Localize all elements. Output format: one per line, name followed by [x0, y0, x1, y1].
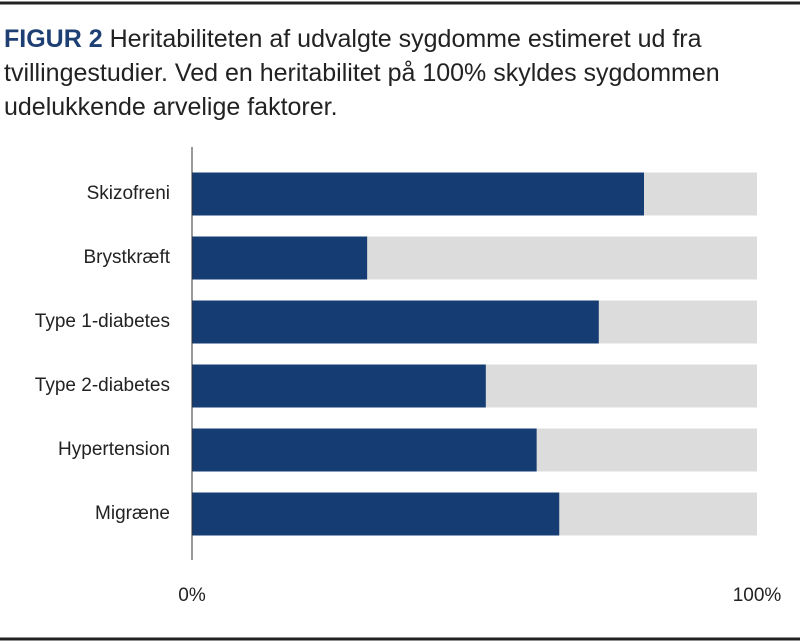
bar [192, 364, 486, 408]
bar [192, 172, 644, 216]
category-label: Type 1-diabetes [35, 311, 170, 332]
bar [192, 492, 560, 536]
category-label: Hypertension [58, 439, 170, 460]
category-label: Brystkræft [83, 247, 170, 268]
x-tick-label: 100% [733, 585, 782, 606]
figure-label: FIGUR 2 [4, 25, 103, 53]
x-tick-label: 0% [178, 585, 206, 606]
chart-title: Heritabiliteten af udvalgte sygdomme est… [4, 25, 720, 121]
bar [192, 300, 599, 344]
category-label: Type 2-diabetes [35, 375, 170, 396]
bar [192, 236, 368, 280]
bar [192, 428, 537, 472]
category-label: Skizofreni [87, 183, 170, 204]
category-label: Migræne [95, 503, 170, 524]
title-block: FIGUR 2 Heritabiliteten af udvalgte sygd… [4, 22, 744, 124]
